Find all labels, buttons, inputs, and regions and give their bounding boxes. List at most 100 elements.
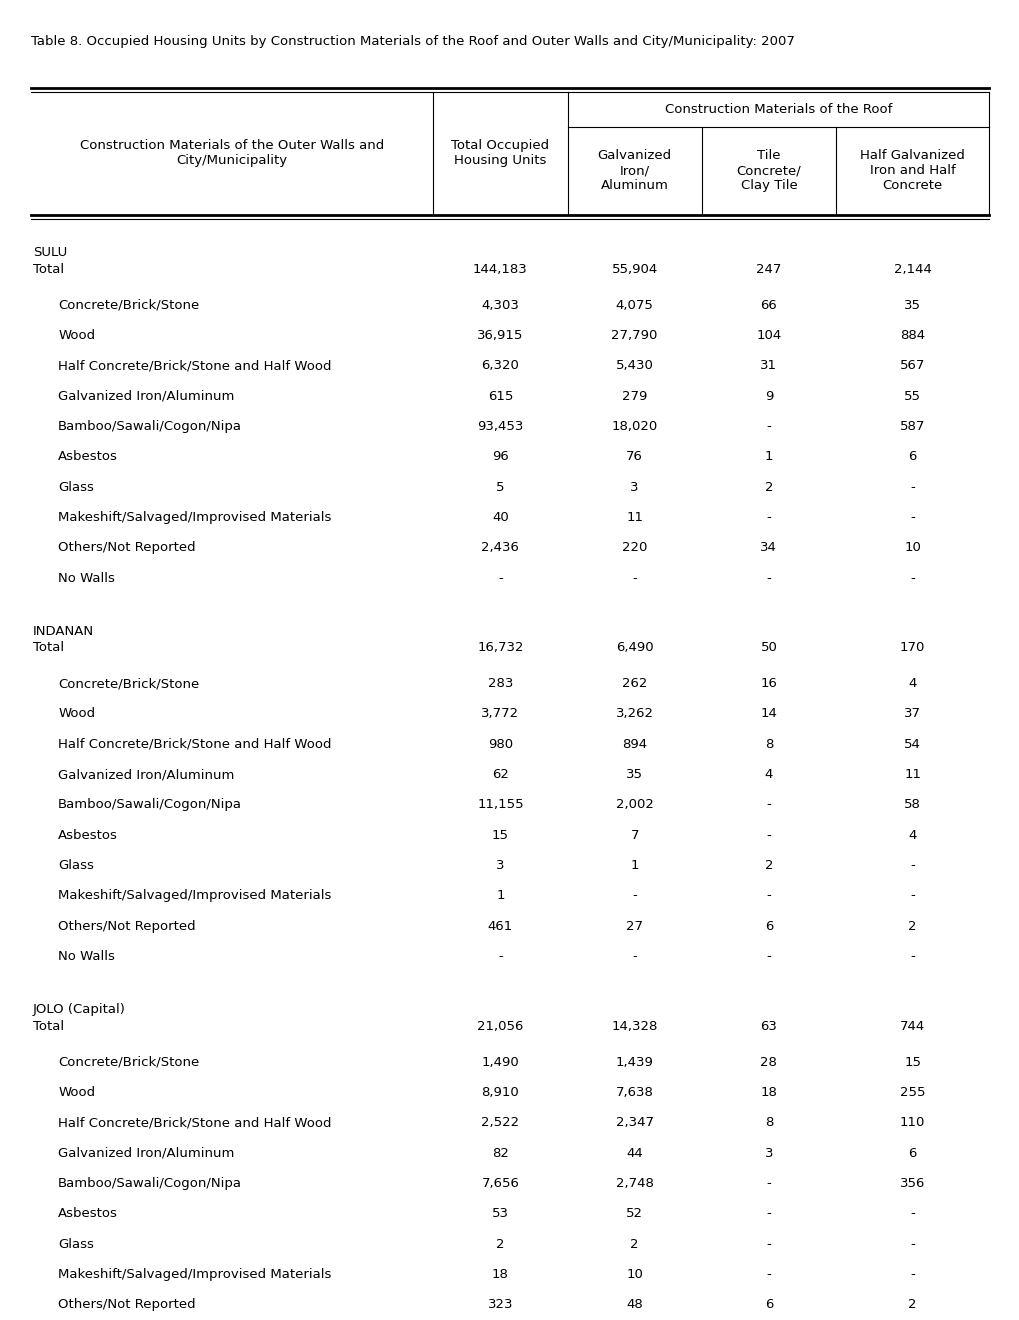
Text: 2: 2 [908,1299,916,1311]
Text: 5,430: 5,430 [615,359,653,372]
Text: Galvanized Iron/Aluminum: Galvanized Iron/Aluminum [58,1147,234,1160]
Text: 2,144: 2,144 [893,263,930,276]
Text: 63: 63 [760,1020,776,1032]
Text: 4: 4 [764,768,772,781]
Text: 44: 44 [626,1147,642,1160]
Text: 15: 15 [491,829,508,842]
Text: 8: 8 [764,1117,772,1130]
Text: Wood: Wood [58,329,95,342]
Text: -: - [632,890,637,903]
Text: -: - [497,572,502,585]
Text: -: - [765,950,770,964]
Text: Glass: Glass [58,480,94,494]
Text: 744: 744 [899,1020,924,1032]
Text: 27: 27 [626,920,643,933]
Text: Total: Total [33,263,64,276]
Text: 2: 2 [630,1238,638,1250]
Text: Makeshift/Salvaged/Improvised Materials: Makeshift/Salvaged/Improvised Materials [58,1269,331,1280]
Text: Glass: Glass [58,1238,94,1250]
Text: 6: 6 [764,1299,772,1311]
Text: Concrete/Brick/Stone: Concrete/Brick/Stone [58,298,199,312]
Text: -: - [909,480,914,494]
Text: Half Galvanized
Iron and Half
Concrete: Half Galvanized Iron and Half Concrete [859,149,964,193]
Text: 82: 82 [491,1147,508,1160]
Text: 3: 3 [764,1147,772,1160]
Text: 255: 255 [899,1086,924,1100]
Text: 5: 5 [495,480,504,494]
Text: 7,656: 7,656 [481,1177,519,1191]
Text: 76: 76 [626,450,642,463]
Text: 1: 1 [630,859,638,873]
Text: 4,075: 4,075 [615,298,653,312]
Text: 18,020: 18,020 [611,420,657,433]
Text: -: - [632,950,637,964]
Text: 104: 104 [755,329,781,342]
Text: 2,436: 2,436 [481,541,519,554]
Text: 55,904: 55,904 [611,263,657,276]
Text: Concrete/Brick/Stone: Concrete/Brick/Stone [58,1056,199,1069]
Text: 14: 14 [760,708,776,721]
Text: 356: 356 [899,1177,924,1191]
Text: Half Concrete/Brick/Stone and Half Wood: Half Concrete/Brick/Stone and Half Wood [58,359,331,372]
Text: -: - [765,572,770,585]
Text: 11: 11 [903,768,920,781]
Text: 35: 35 [626,768,643,781]
Text: -: - [765,799,770,812]
Text: Construction Materials of the Outer Walls and
City/Municipality: Construction Materials of the Outer Wall… [79,140,384,168]
Text: Construction Materials of the Roof: Construction Materials of the Roof [664,103,892,116]
Text: 884: 884 [899,329,924,342]
Text: 6,490: 6,490 [615,642,653,655]
Text: Glass: Glass [58,859,94,873]
Text: 8,910: 8,910 [481,1086,519,1100]
Text: 3: 3 [495,859,504,873]
Text: 66: 66 [760,298,776,312]
Text: 6: 6 [908,1147,916,1160]
Text: -: - [909,859,914,873]
Text: No Walls: No Walls [58,572,115,585]
Text: 10: 10 [904,541,920,554]
Text: Others/Not Reported: Others/Not Reported [58,920,196,933]
Text: Galvanized Iron/Aluminum: Galvanized Iron/Aluminum [58,768,234,781]
Text: 37: 37 [903,708,920,721]
Text: -: - [765,1208,770,1221]
Text: Others/Not Reported: Others/Not Reported [58,1299,196,1311]
Text: -: - [765,1269,770,1280]
Text: 144,183: 144,183 [473,263,527,276]
Text: Bamboo/Sawali/Cogon/Nipa: Bamboo/Sawali/Cogon/Nipa [58,1177,242,1191]
Text: 16,732: 16,732 [477,642,523,655]
Text: 2: 2 [764,859,772,873]
Text: Table 8. Occupied Housing Units by Construction Materials of the Roof and Outer : Table 8. Occupied Housing Units by Const… [31,36,794,48]
Text: 323: 323 [487,1299,513,1311]
Text: 170: 170 [899,642,924,655]
Text: 2: 2 [908,920,916,933]
Text: 27,790: 27,790 [610,329,657,342]
Text: 58: 58 [904,799,920,812]
Text: 615: 615 [487,389,513,403]
Text: -: - [765,1177,770,1191]
Text: Asbestos: Asbestos [58,1208,118,1221]
Text: 110: 110 [899,1117,924,1130]
Text: 1,490: 1,490 [481,1056,519,1069]
Text: -: - [909,1269,914,1280]
Text: 93,453: 93,453 [477,420,523,433]
Text: Makeshift/Salvaged/Improvised Materials: Makeshift/Salvaged/Improvised Materials [58,890,331,903]
Text: 31: 31 [759,359,776,372]
Text: Half Concrete/Brick/Stone and Half Wood: Half Concrete/Brick/Stone and Half Wood [58,738,331,751]
Text: -: - [909,1208,914,1221]
Text: JOLO (Capital): JOLO (Capital) [33,1003,125,1016]
Text: 567: 567 [899,359,924,372]
Text: Galvanized Iron/Aluminum: Galvanized Iron/Aluminum [58,389,234,403]
Text: 6,320: 6,320 [481,359,519,372]
Text: 6: 6 [908,450,916,463]
Text: Others/Not Reported: Others/Not Reported [58,541,196,554]
Text: Wood: Wood [58,1086,95,1100]
Text: 10: 10 [626,1269,642,1280]
Text: Asbestos: Asbestos [58,829,118,842]
Text: Asbestos: Asbestos [58,450,118,463]
Text: Total Occupied
Housing Units: Total Occupied Housing Units [450,140,549,168]
Text: 16: 16 [760,677,776,690]
Text: INDANAN: INDANAN [33,624,94,638]
Text: 7: 7 [630,829,638,842]
Text: -: - [765,890,770,903]
Text: -: - [909,950,914,964]
